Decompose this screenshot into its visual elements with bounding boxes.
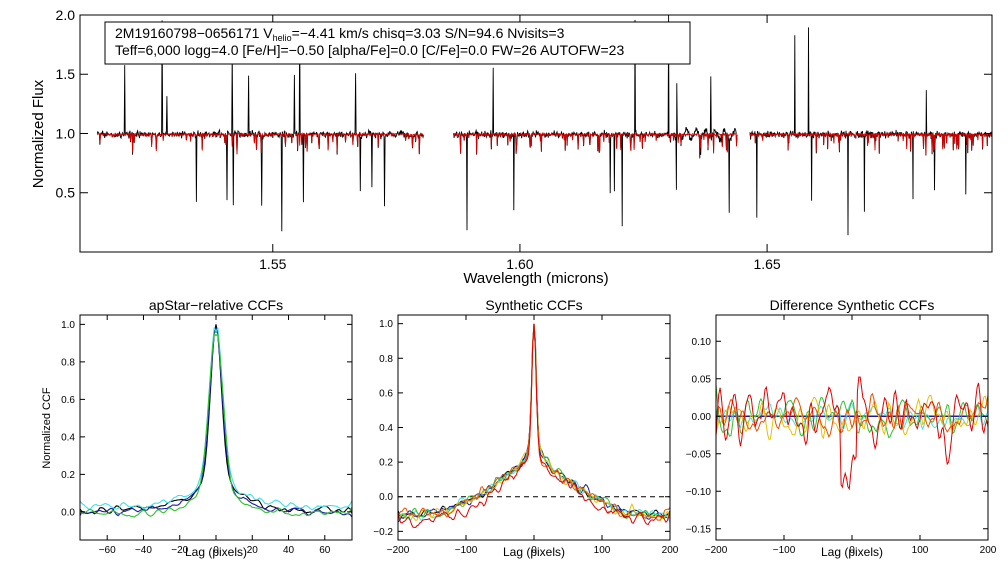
apstar-ccf-ccf1-line — [79, 324, 353, 515]
y-tick-label: −0.05 — [686, 449, 712, 460]
synthetic-ccf-ccf3-line — [397, 323, 671, 523]
synthetic-ccf-axes: −200 −100 0 100 200 −0.2 0.0 0.2 0.4 0.6 0.8 1.0 — [373, 315, 679, 556]
x-tick-label: −200 — [705, 545, 728, 556]
difference-ccf-orange-line — [715, 392, 989, 439]
difference-ccf-green-line — [715, 384, 989, 439]
apstar-ccf-title: apStar−relative CCFs — [149, 297, 283, 313]
model-spectrum-line — [96, 131, 424, 155]
synthetic-ccf-title: Synthetic CCFs — [485, 297, 582, 313]
synthetic-ccf-xlabel: Lag (pixels) — [503, 545, 565, 559]
apstar-ccf-ccf4-line — [79, 332, 353, 518]
apstar-ccf-panel: −60 −40 −20 0 20 40 60 0.0 0.2 0.4 0.6 0.8 1.0 apSta… — [41, 297, 353, 559]
y-tick-label: 0.05 — [692, 374, 712, 385]
model-spectrum-line — [749, 131, 993, 155]
synthetic-ccf-data — [397, 323, 671, 528]
annotation-line1: 2M19160798−0656171 Vhelio=−4.41 km/s chi… — [115, 25, 565, 43]
y-tick-label: −0.2 — [373, 527, 393, 538]
y-tick-label: 0.4 — [379, 423, 393, 434]
apstar-ccf-ccf3-line — [79, 327, 353, 511]
x-tick-label: −100 — [773, 545, 796, 556]
x-tick-label: 100 — [912, 545, 929, 556]
y-tick-label: 1.0 — [61, 320, 75, 331]
difference-ccf-yellow-line — [715, 394, 989, 440]
apstar-ccf-axes: −60 −40 −20 0 20 40 60 0.0 0.2 0.4 0.6 0.8 1.0 — [61, 315, 352, 556]
difference-ccf-data — [715, 376, 989, 491]
synthetic-ccf-frame — [397, 314, 671, 541]
difference-ccf-title: Difference Synthetic CCFs — [770, 297, 935, 313]
synthetic-ccf-ccf5-line — [397, 323, 671, 521]
spectrum-data — [96, 14, 993, 236]
x-tick-label: 100 — [594, 545, 611, 556]
y-tick-label: 1.0 — [56, 125, 76, 141]
difference-ccf-xlabel: Lag (pixels) — [821, 545, 883, 559]
y-tick-label: 0.8 — [379, 354, 393, 365]
y-tick-label: −0.15 — [686, 524, 712, 535]
x-tick-label: 0 — [213, 545, 219, 556]
x-tick-label: −40 — [135, 545, 152, 556]
y-tick-label: 0.6 — [379, 388, 393, 399]
x-tick-label: −200 — [387, 545, 410, 556]
y-tick-label: 1.0 — [379, 319, 393, 330]
y-tick-label: 0.0 — [61, 507, 75, 518]
x-tick-label: −100 — [455, 545, 478, 556]
x-tick-label: 40 — [283, 545, 295, 556]
annotation-line2: Teff=6,000 logg=4.0 [Fe/H]=−0.50 [alpha/… — [115, 42, 624, 58]
synthetic-ccf-panel: −200 −100 0 100 200 −0.2 0.0 0.2 0.4 0.6 0.8 1.0 Sy… — [373, 297, 679, 559]
x-tick-label: 200 — [662, 545, 679, 556]
difference-ccf-cyan-line — [715, 402, 989, 431]
x-tick-label: −20 — [171, 545, 188, 556]
synthetic-ccf-ccf7-line — [397, 323, 671, 528]
y-tick-label: −0.10 — [686, 487, 712, 498]
model-spectrum-line — [453, 131, 738, 154]
y-tick-label: 0.5 — [56, 185, 76, 201]
apstar-ccf-xlabel: Lag (pixels) — [185, 545, 247, 559]
apstar-ccf-ylabel: Normalized CCF — [41, 387, 53, 469]
x-tick-label: 200 — [980, 545, 997, 556]
spectrum-axes: 1.55 1.60 1.65 0.5 1.0 1.5 2.0 — [56, 7, 992, 272]
difference-ccf-axes: −200 −100 0 100 200 −0.15 −0.10 −0.05 0.00 0.05 0.… — [686, 315, 997, 556]
y-tick-label: 0.2 — [379, 458, 393, 469]
y-tick-label: 1.5 — [56, 66, 76, 82]
y-tick-label: 0.4 — [61, 432, 75, 443]
difference-ccf-panel: −200 −100 0 100 200 −0.15 −0.10 −0.05 0.00 0.05 0.… — [686, 297, 997, 559]
synthetic-ccf-ccf6-line — [397, 323, 671, 521]
x-tick-label: 0 — [849, 545, 855, 556]
y-tick-label: 0.6 — [61, 395, 75, 406]
apstar-ccf-ccf2-line — [79, 326, 353, 518]
synthetic-ccf-ccf1-line — [397, 323, 671, 519]
x-tick-label: 1.65 — [753, 256, 780, 272]
x-tick-label: 0 — [531, 545, 537, 556]
spectrum-panel: 1.55 1.60 1.65 0.5 1.0 1.5 2.0 2M19160798−0656… — [30, 7, 993, 287]
spectrum-xlabel: Wavelength (microns) — [463, 270, 608, 287]
observed-spectrum-line — [749, 27, 993, 236]
y-tick-label: 0.2 — [61, 470, 75, 481]
y-tick-label: 2.0 — [56, 7, 76, 23]
synthetic-ccf-ccf2-line — [397, 323, 671, 523]
x-tick-label: 1.60 — [506, 256, 533, 272]
x-tick-label: 20 — [247, 545, 259, 556]
y-tick-label: 0.8 — [61, 357, 75, 368]
annotation-box — [104, 21, 691, 65]
spectrum-ylabel: Normalized Flux — [30, 79, 47, 188]
x-tick-label: 1.55 — [259, 256, 286, 272]
y-tick-label: 0.00 — [692, 412, 712, 423]
apstar-ccf-data — [79, 324, 353, 518]
apstar-ccf-frame — [79, 314, 353, 541]
x-tick-label: 60 — [319, 545, 331, 556]
difference-ccf-red-line — [715, 376, 989, 491]
synthetic-ccf-ccf4-line — [397, 323, 671, 521]
x-tick-label: −60 — [99, 545, 116, 556]
y-tick-label: 0.0 — [379, 492, 393, 503]
y-tick-label: 0.10 — [692, 337, 712, 348]
